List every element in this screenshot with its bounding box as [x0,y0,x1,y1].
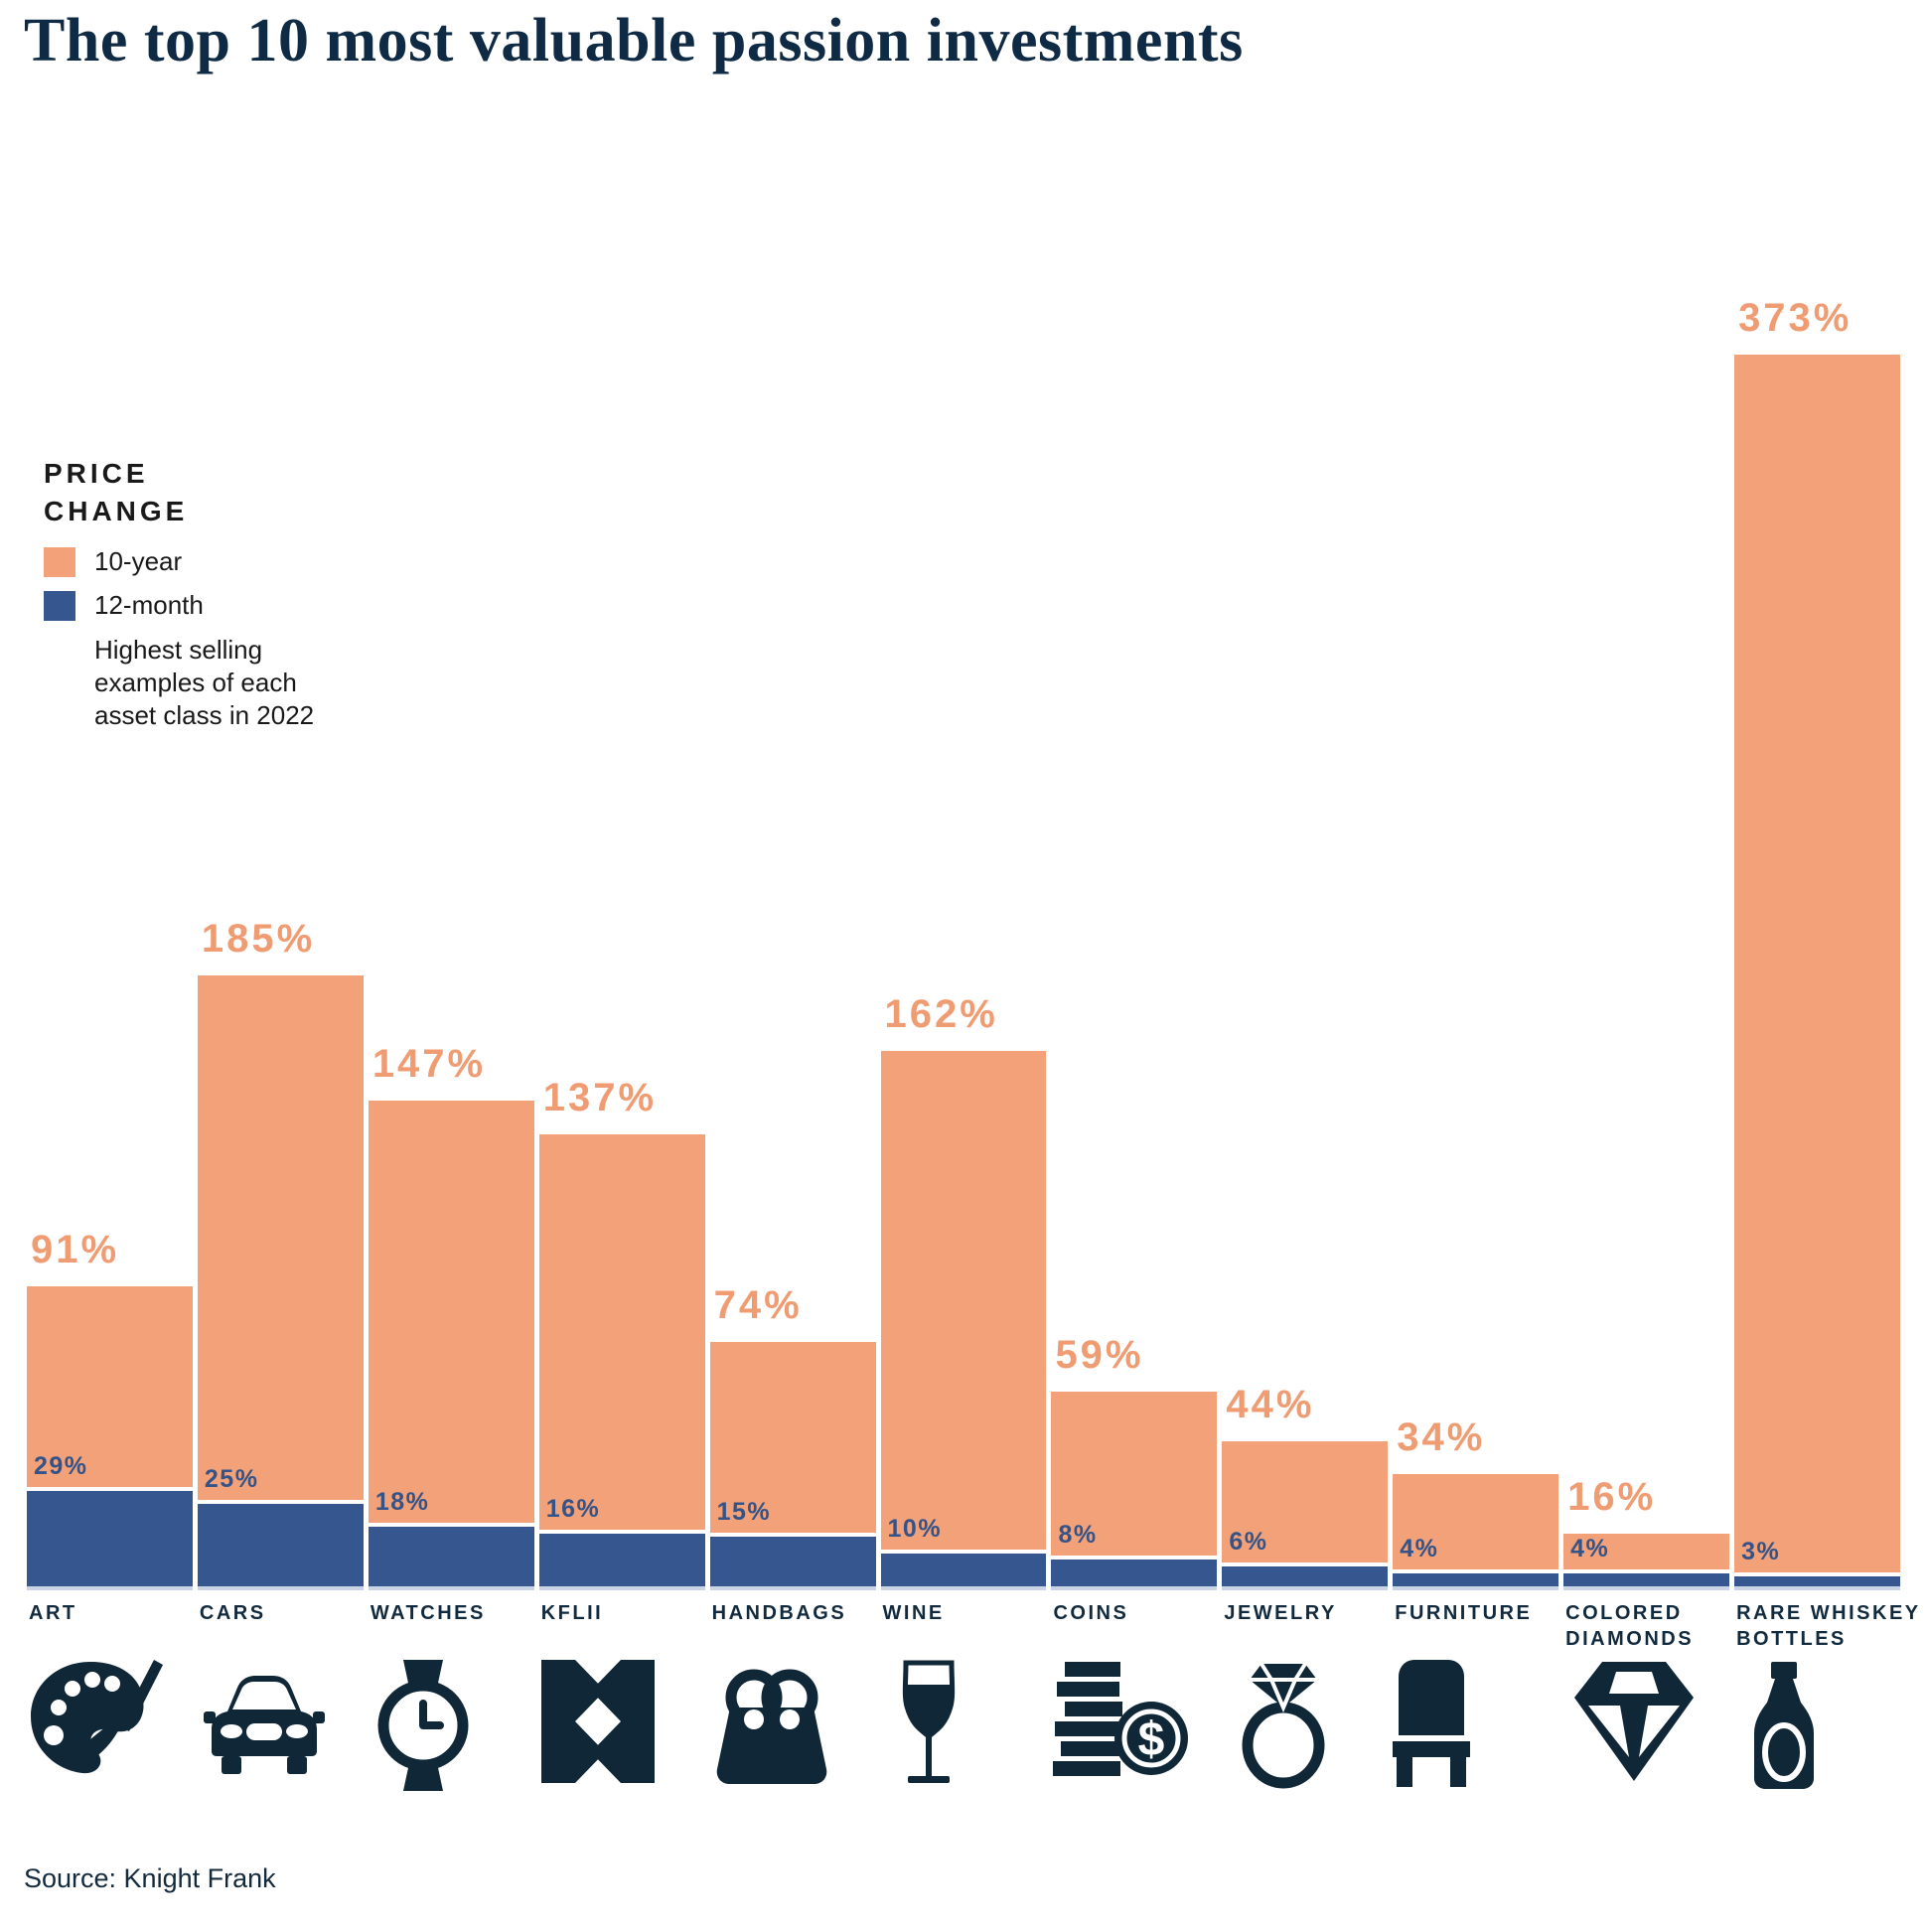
category-label: COINS [1053,1602,1129,1624]
category-label: ART [29,1602,77,1624]
legend-item-label: 10-year [94,546,183,576]
baseline-strip [1393,1586,1559,1590]
ten-year-value-label: 34% [1397,1415,1486,1459]
legend-item-label: 12-month [94,590,204,620]
category-label: JEWELRY [1224,1602,1337,1624]
twelve-month-value-label: 3% [1741,1538,1781,1565]
diamond-icon [1563,1660,1705,1783]
baseline-strip [368,1586,534,1590]
baseline-strip [1222,1586,1389,1590]
category-label: CARS [199,1602,266,1624]
legend-note: Highest selling examples of each asset c… [94,635,315,730]
ten-year-value-label: 44% [1226,1382,1315,1426]
bar-12-month [1734,1572,1900,1586]
car-icon [198,1660,331,1785]
legend-item-10-year: 10-year [44,546,342,577]
legend: PRICE CHANGE 10-year 12-month Highest sel… [44,455,342,732]
bar-12-month [1051,1556,1218,1586]
bar-12-month [880,1549,1047,1586]
bar-column-colored-diamonds: 16% 4% COLORED DIAMONDS [1563,288,1730,1781]
bar-10-year [1734,355,1900,1586]
bar-column-rare-whiskey-bottles: 373% 3% RARE WHISKEY BOTTLES [1734,288,1918,1789]
bar-column-handbags: 74% 15% HANDBAGS [709,288,876,1784]
wine-glass-icon [881,1660,976,1787]
legend-swatch-10-year [44,546,75,577]
bar-12-month [709,1533,876,1586]
chart-title: The top 10 most valuable passion investm… [24,7,1244,74]
bar-column-cars: 185% 25% CARS [197,288,364,1774]
handbag-icon [710,1660,833,1785]
bar-12-month [1563,1568,1730,1586]
baseline-strip [538,1586,705,1590]
category-label: RARE WHISKEY BOTTLES [1736,1602,1921,1650]
bar-10-year [1222,1440,1389,1586]
ten-year-value-label: 162% [884,992,998,1037]
ten-year-value-label: 74% [713,1283,803,1327]
svg-text:$: $ [1138,1713,1165,1766]
ten-year-value-label: 373% [1738,296,1853,340]
bar-10-year [880,1051,1047,1586]
ten-year-value-label: 185% [201,917,316,961]
bar-column-jewelry: 44% 6% JEWELRY [1222,288,1389,1789]
baseline-strip [1563,1586,1730,1590]
bar-column-watches: 147% 18% WATCHES [368,288,534,1791]
twelve-month-value-label: 25% [204,1464,259,1493]
bar-10-year [368,1101,534,1586]
legend-swatch-12-month [44,590,75,621]
bar-column-art: 91% 29% ART [27,288,193,1774]
ten-year-value-label: 147% [371,1042,487,1087]
category-label: KFLII [540,1602,604,1624]
bar-12-month [1393,1568,1559,1586]
bar-column-kflii: 137% 16% KFLII [538,288,705,1783]
palette-icon [27,1660,168,1785]
bar-12-month [27,1486,193,1586]
twelve-month-value-label: 15% [716,1498,772,1527]
legend-items: 10-year 12-month [44,546,342,621]
bar-column-furniture: 34% 4% FURNITURE [1393,288,1559,1787]
category-label: FURNITURE [1395,1602,1533,1624]
twelve-month-value-label: 4% [1400,1534,1439,1562]
twelve-month-value-label: 29% [34,1451,88,1480]
whiskey-bottle-icon [1734,1660,1834,1789]
twelve-month-value-label: 18% [374,1488,430,1517]
category-label: WATCHES [370,1602,486,1624]
legend-title: PRICE CHANGE [44,458,189,526]
twelve-month-value-label: 4% [1570,1534,1610,1562]
bar-10-year [1393,1474,1559,1586]
bar-12-month [538,1529,705,1586]
bar-10-year [538,1133,705,1586]
kflii-icon [539,1660,657,1783]
bar-12-month [1222,1562,1389,1586]
category-label: HANDBAGS [711,1602,847,1624]
bar-10-year [197,975,364,1586]
twelve-month-value-label: 6% [1229,1528,1268,1557]
twelve-month-value-label: 10% [887,1514,943,1543]
legend-item-12-month: 12-month [44,590,342,621]
bar-column-coins: 59% 8% COINS $ [1051,288,1218,1776]
watch-icon [369,1660,478,1791]
bar-column-wine: 162% 10% WINE [880,288,1047,1783]
baseline-strip [197,1586,364,1590]
category-label: WINE [882,1602,945,1624]
baseline-strip [709,1586,876,1590]
ten-year-value-label: 137% [542,1075,658,1119]
bar-10-year [1051,1391,1218,1586]
twelve-month-value-label: 8% [1058,1521,1098,1550]
baseline-strip [1734,1586,1900,1590]
ten-year-value-label: 16% [1567,1474,1657,1519]
bar-chart: 91% 29% ART 185% 25% CARS 147% 18% WATCHES 137% 16… [27,288,1918,1791]
ten-year-value-label: 59% [1055,1332,1144,1377]
bar-12-month [368,1523,534,1586]
source-note: Source: Knight Frank [24,1863,276,1893]
twelve-month-value-label: 16% [545,1494,601,1523]
baseline-strip [1051,1586,1218,1590]
baseline-strip [880,1586,1047,1590]
category-label: COLORED DIAMONDS [1565,1602,1695,1650]
ten-year-value-label: 91% [31,1227,120,1271]
coins-icon: $ [1051,1660,1190,1785]
baseline-strip [27,1586,193,1590]
ring-icon [1222,1660,1345,1789]
chair-icon [1393,1660,1471,1787]
bar-12-month [197,1499,364,1586]
